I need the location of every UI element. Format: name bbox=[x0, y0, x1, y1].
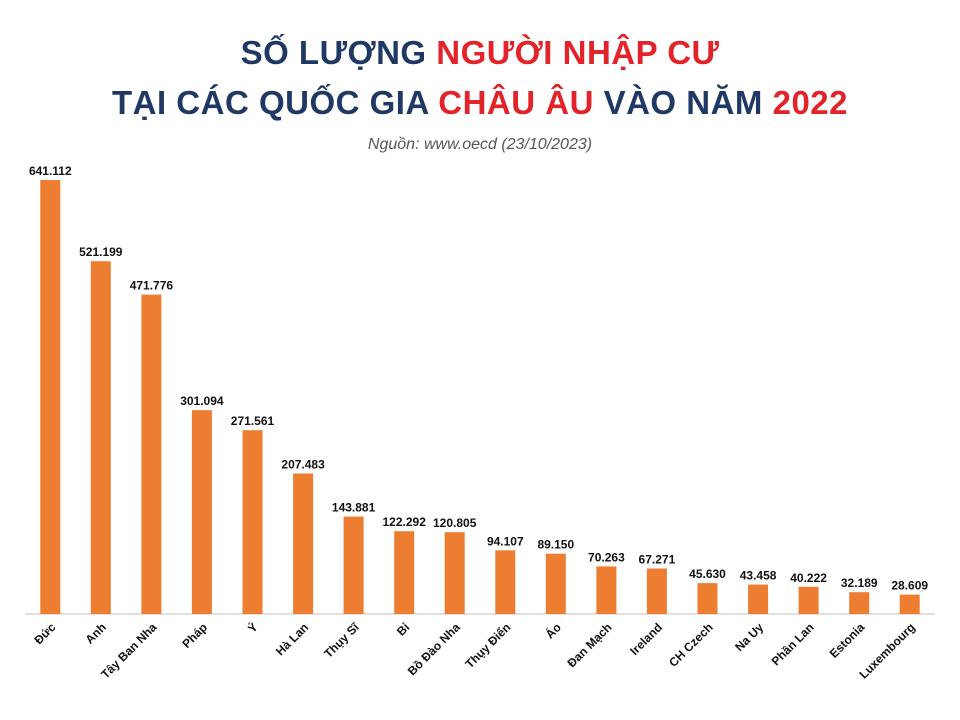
bar bbox=[191, 410, 212, 614]
bar bbox=[495, 550, 516, 614]
bar bbox=[849, 592, 870, 614]
x-tick-label: Pháp bbox=[179, 620, 210, 651]
x-tick-label: Phần Lan bbox=[769, 620, 817, 668]
bar bbox=[899, 594, 920, 614]
x-tick-label: Đức bbox=[32, 620, 59, 647]
title-text: SỐ LƯỢNG bbox=[240, 34, 437, 71]
x-tick-label: Ý bbox=[244, 620, 260, 636]
x-tick-label: Estonia bbox=[827, 620, 868, 661]
title-text: VÀO NĂM bbox=[593, 84, 773, 121]
chart-title-line-1: SỐ LƯỢNG NGƯỜI NHẬP CƯ bbox=[0, 34, 960, 72]
bar bbox=[798, 586, 819, 614]
bar bbox=[697, 583, 718, 614]
x-tick-label: Ireland bbox=[627, 620, 665, 658]
data-label: 471.776 bbox=[130, 279, 174, 293]
bar bbox=[748, 584, 769, 614]
bar bbox=[40, 180, 61, 614]
x-tick-label: Bồ Đào Nha bbox=[405, 620, 463, 678]
title-highlight: NGƯỜI NHẬP CƯ bbox=[436, 34, 720, 71]
data-label: 521.199 bbox=[79, 245, 123, 259]
data-label: 122.292 bbox=[383, 515, 427, 529]
data-label: 40.222 bbox=[790, 571, 827, 585]
data-label: 641.112 bbox=[29, 164, 72, 178]
source-note: Nguồn: www.oecd (23/10/2023) bbox=[367, 136, 593, 153]
data-label: 301.094 bbox=[180, 394, 224, 408]
data-label: 70.263 bbox=[588, 550, 625, 564]
data-label: 28.609 bbox=[891, 579, 928, 593]
data-label: 45.630 bbox=[689, 567, 726, 581]
data-label: 143.881 bbox=[332, 501, 376, 515]
x-tick-label: Hà Lan bbox=[273, 620, 311, 658]
data-label: 67.271 bbox=[639, 553, 676, 567]
title-text: TẠI CÁC QUỐC GIA bbox=[111, 84, 439, 121]
x-tick-label: Đan Mạch bbox=[565, 620, 615, 670]
bar bbox=[444, 532, 465, 614]
data-label: 32.189 bbox=[841, 576, 878, 590]
data-label: 94.107 bbox=[487, 534, 524, 548]
x-tick-label: Na Uy bbox=[732, 620, 766, 654]
x-tick-label: Thụy Sĩ bbox=[321, 620, 362, 661]
title-year: 2022 bbox=[772, 84, 849, 121]
x-tick-label: Bỉ bbox=[394, 620, 413, 639]
data-label: 89.150 bbox=[537, 538, 574, 552]
title-highlight: CHÂU ÂU bbox=[438, 84, 594, 121]
data-label: 120.805 bbox=[433, 516, 477, 530]
bar bbox=[646, 568, 667, 614]
bar bbox=[242, 430, 263, 614]
bar bbox=[141, 294, 162, 614]
bar bbox=[545, 553, 566, 614]
x-tick-label: Thụy Điển bbox=[462, 620, 513, 671]
bar bbox=[343, 516, 364, 614]
bar bbox=[90, 261, 111, 614]
bar bbox=[596, 566, 617, 614]
bar bbox=[293, 473, 314, 614]
bar bbox=[394, 531, 415, 614]
x-tick-label: Áo bbox=[542, 620, 564, 642]
data-label: 271.561 bbox=[231, 414, 275, 428]
chart-title-line-2: TẠI CÁC QUỐC GIA CHÂU ÂU VÀO NĂM 2022 bbox=[0, 84, 960, 122]
x-tick-label: Anh bbox=[83, 620, 109, 646]
x-tick-label: CH Czech bbox=[666, 620, 716, 670]
data-label: 207.483 bbox=[281, 458, 325, 472]
data-label: 43.458 bbox=[740, 569, 777, 583]
